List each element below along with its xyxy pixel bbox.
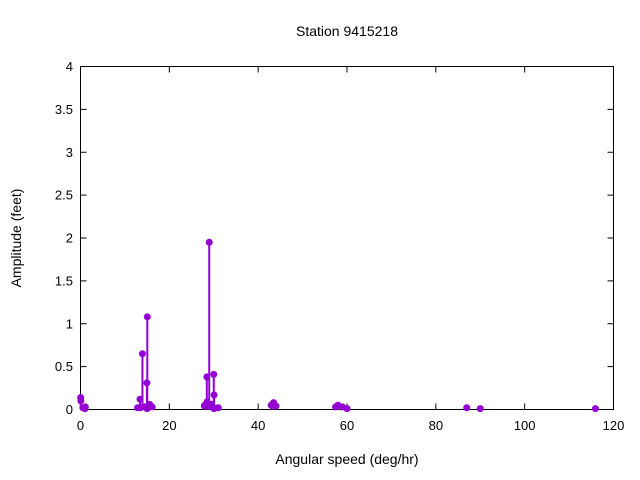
data-point xyxy=(343,405,351,413)
tick-labels: 0 20 40 60 80 100 120 0 0.5 1 1.5 2 2.5 3 3.5 4 xyxy=(55,59,624,433)
data-point xyxy=(214,404,222,412)
y-tick-label: 0.5 xyxy=(55,359,73,374)
x-tick-label: 100 xyxy=(514,418,536,433)
y-tick-label: 3 xyxy=(66,145,73,160)
data-point xyxy=(203,373,211,381)
x-tick-label: 0 xyxy=(77,418,84,433)
y-tick-label: 1.5 xyxy=(55,273,73,288)
chart-title: Station 9415218 xyxy=(296,23,398,39)
y-tick-label: 0 xyxy=(66,402,73,417)
data-point xyxy=(476,405,484,413)
data-point xyxy=(205,238,213,246)
y-tick-label: 2 xyxy=(66,231,73,246)
data-point xyxy=(463,404,471,412)
x-tick-label: 40 xyxy=(251,418,265,433)
data-point xyxy=(210,391,218,399)
data-point xyxy=(143,313,151,321)
x-tick-label: 80 xyxy=(429,418,443,433)
x-tick-label: 60 xyxy=(340,418,354,433)
x-axis-label: Angular speed (deg/hr) xyxy=(275,451,418,467)
data-point xyxy=(148,403,156,411)
y-tick-label: 4 xyxy=(66,59,73,74)
x-tick-label: 120 xyxy=(603,418,625,433)
y-axis-label: Amplitude (feet) xyxy=(8,189,24,288)
y-tick-label: 1 xyxy=(66,316,73,331)
data-point xyxy=(81,403,89,411)
y-tick-label: 2.5 xyxy=(55,188,73,203)
data-point xyxy=(77,397,85,405)
data-point xyxy=(143,379,151,387)
data-point xyxy=(210,370,218,378)
data-point xyxy=(272,402,280,410)
y-tick-label: 3.5 xyxy=(55,102,73,117)
x-tick-label: 20 xyxy=(162,418,176,433)
data-point xyxy=(591,405,599,413)
data-point xyxy=(138,350,146,358)
data-point xyxy=(136,395,144,403)
constituent-stems xyxy=(77,238,599,413)
